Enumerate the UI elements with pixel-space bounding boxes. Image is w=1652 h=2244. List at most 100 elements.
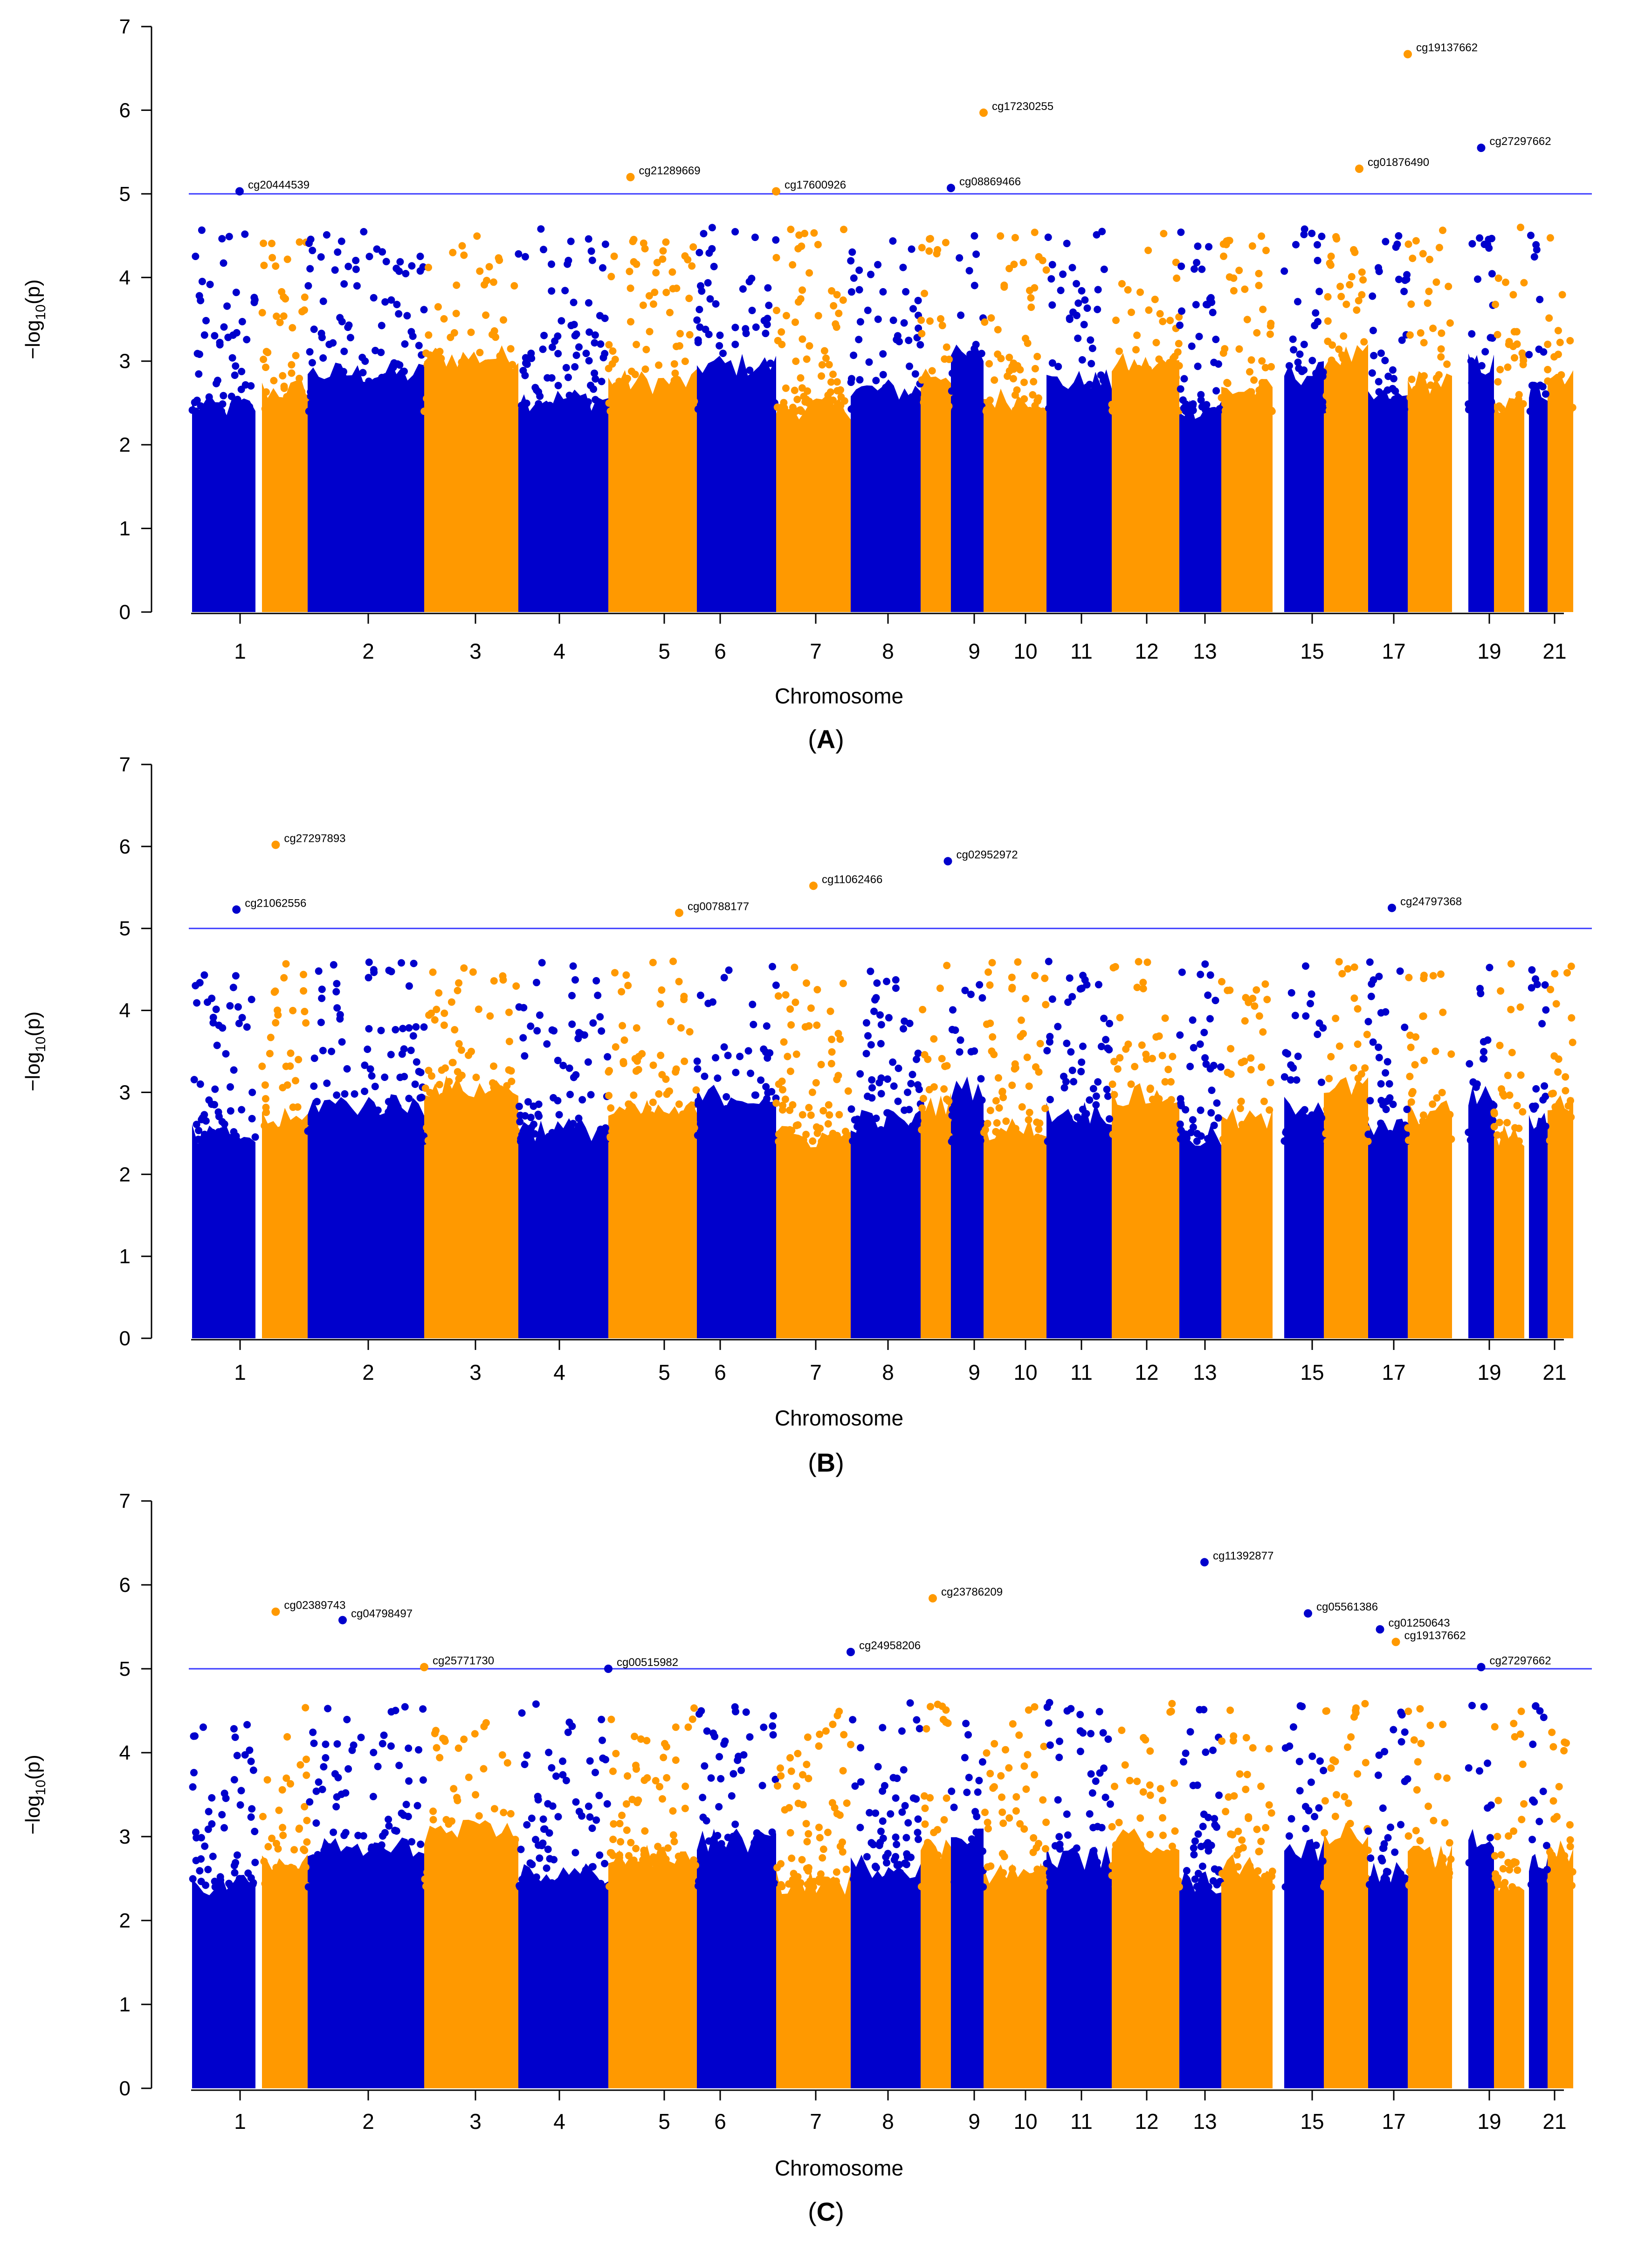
data-point [1350, 963, 1358, 971]
data-point [1099, 377, 1107, 384]
data-point [220, 1824, 228, 1832]
data-point [856, 1824, 864, 1831]
data-point [1055, 1754, 1063, 1762]
data-point [975, 1776, 983, 1784]
data-point [1327, 252, 1335, 260]
data-point [1558, 1137, 1566, 1145]
data-point [1465, 406, 1473, 413]
data-point [1200, 1706, 1208, 1714]
data-point [1199, 1823, 1207, 1831]
data-point [965, 393, 973, 401]
data-point [319, 1130, 327, 1138]
data-point [769, 963, 776, 971]
data-point [731, 324, 739, 331]
data-point [924, 1055, 932, 1063]
data-point [902, 1860, 910, 1868]
data-point [357, 1734, 365, 1742]
data-point [522, 359, 530, 367]
data-point [1550, 377, 1558, 385]
data-point [1101, 1874, 1108, 1882]
data-point [1550, 1870, 1557, 1878]
x-tick-label: 9 [968, 2109, 980, 2134]
data-point [1333, 235, 1341, 243]
data-point [1249, 994, 1257, 1002]
data-point [832, 320, 840, 328]
data-point [213, 379, 220, 387]
data-point [1064, 394, 1072, 402]
data-point [1251, 1002, 1259, 1010]
data-point [1308, 1111, 1316, 1119]
data-point [1109, 1130, 1117, 1138]
data-point [1446, 319, 1454, 327]
data-point [986, 1769, 994, 1777]
data-point [752, 323, 760, 331]
data-point [1506, 1091, 1514, 1099]
data-point [1479, 1883, 1487, 1891]
data-point [708, 1115, 716, 1123]
data-point [1546, 234, 1554, 242]
data-point [1335, 958, 1343, 966]
data-point [637, 1735, 645, 1743]
data-point [973, 1812, 981, 1820]
data-point [1550, 1052, 1558, 1060]
data-point [233, 329, 241, 337]
data-point [1009, 1720, 1017, 1728]
data-point [1282, 1137, 1290, 1145]
data-point [898, 1727, 906, 1735]
y-tick-label: 3 [119, 350, 131, 373]
data-point [662, 1075, 670, 1083]
data-point [341, 1135, 348, 1143]
data-point [607, 1715, 615, 1723]
data-point [801, 1023, 809, 1031]
data-point [1538, 1868, 1546, 1876]
data-point [1149, 1095, 1156, 1103]
data-point [1384, 1834, 1392, 1842]
data-point [772, 236, 780, 244]
data-point [1243, 1770, 1251, 1778]
annotation-label: cg25771730 [433, 1654, 494, 1667]
data-point [192, 253, 200, 260]
data-point [599, 354, 607, 362]
data-point [763, 1095, 771, 1102]
data-point [998, 1088, 1006, 1096]
data-point [1144, 365, 1152, 373]
data-point [1197, 396, 1205, 404]
data-point [612, 1749, 620, 1757]
data-point [690, 1704, 698, 1712]
data-point [1419, 250, 1427, 258]
data-point [717, 1775, 725, 1783]
data-point [536, 1854, 544, 1862]
data-point [279, 1831, 287, 1839]
data-point [554, 382, 562, 390]
data-point [540, 331, 548, 339]
chromosome-block-11 [951, 1828, 984, 2088]
data-point [248, 1805, 256, 1813]
chromosome-block-9 [851, 1854, 921, 2088]
data-point [911, 370, 919, 378]
data-point [1333, 1791, 1340, 1799]
data-point [875, 1841, 883, 1849]
data-point [847, 288, 855, 296]
data-point [1425, 1855, 1433, 1863]
data-point [1034, 394, 1042, 402]
x-tick-label: 9 [968, 639, 980, 663]
data-point [591, 339, 599, 347]
data-point [224, 333, 232, 341]
data-point [1202, 1748, 1210, 1756]
data-point [333, 980, 341, 988]
data-point [1441, 407, 1449, 415]
data-point [1298, 1123, 1306, 1131]
data-point [1168, 1883, 1176, 1891]
annotated-point-cg02389743 [271, 1607, 280, 1616]
annotation-label: cg01250643 [1389, 1617, 1450, 1629]
data-point [992, 1097, 1000, 1105]
data-point [1533, 980, 1541, 988]
data-point [1267, 1809, 1275, 1817]
data-point [724, 1117, 732, 1125]
data-point [879, 288, 887, 296]
chromosome-block-1 [192, 1124, 255, 1338]
data-point [957, 394, 964, 402]
data-point [1146, 1747, 1154, 1755]
data-point [1182, 1749, 1190, 1757]
data-point [979, 1883, 987, 1891]
